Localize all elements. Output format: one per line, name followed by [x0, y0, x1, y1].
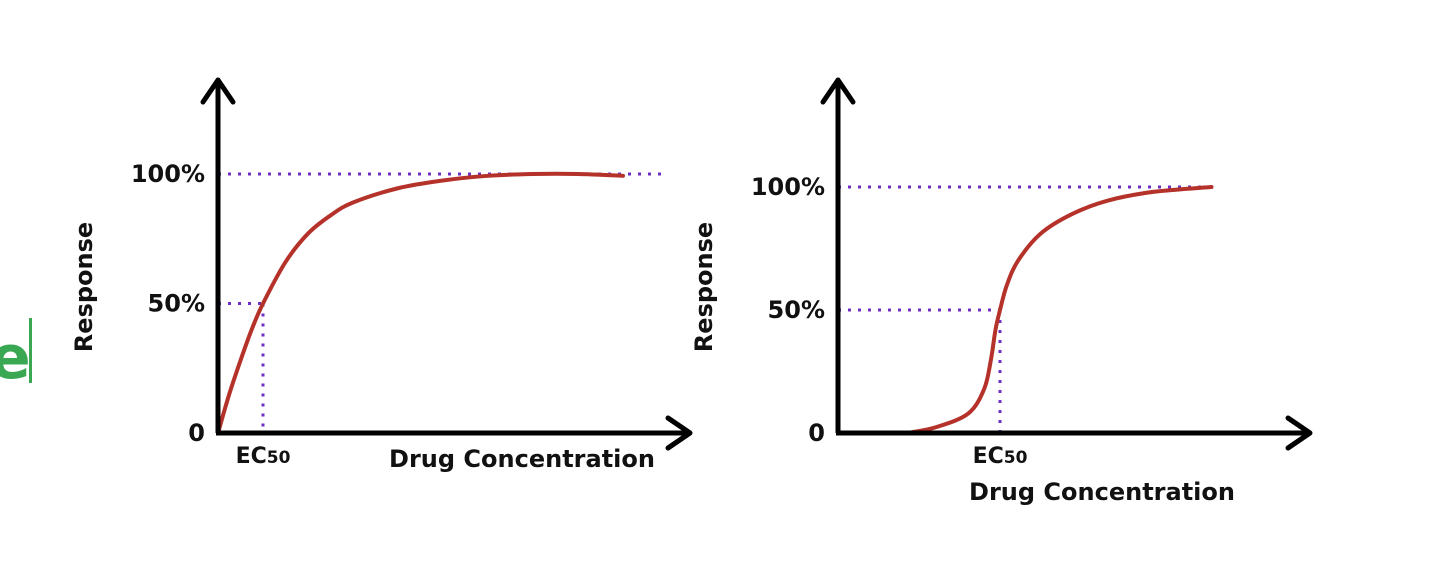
y-tick-label: 50% [768, 296, 825, 324]
x-axis-arrowhead [1285, 415, 1313, 451]
ec50-label-main: EC [236, 444, 267, 469]
ec50-label-sub: 50 [267, 448, 291, 468]
response-curve [905, 185, 1214, 435]
chart-panel-1: 0 50% 100% EC50 Drug Concentration Response [70, 77, 693, 473]
x-axis-label: Drug Concentration [389, 445, 655, 473]
x-axis-arrowhead [665, 415, 693, 451]
y-axis-arrowhead [820, 77, 856, 105]
y-axis-label: Response [690, 222, 718, 352]
y-tick-label: 0 [808, 419, 825, 447]
y-axis-label: Response [70, 222, 98, 352]
ec50-label-main: EC [973, 444, 1004, 469]
y-tick-label: 50% [148, 290, 205, 318]
ec50-label: EC50 [236, 444, 291, 469]
ec50-label-sub: 50 [1004, 448, 1028, 468]
y-tick-label: 100% [751, 173, 825, 201]
response-curve [216, 171, 625, 435]
cropped-logo-bar [29, 318, 32, 383]
y-tick-label: 0 [188, 419, 205, 447]
chart-panel-2: 0 50% 100% EC50 Drug Concentration Response [690, 77, 1313, 506]
ec50-label: EC50 [973, 444, 1028, 469]
y-axis-arrowhead [200, 77, 236, 105]
x-axis-label: Drug Concentration [969, 478, 1235, 506]
cropped-logo-fragment: e [0, 323, 31, 393]
y-tick-label: 100% [131, 160, 205, 188]
